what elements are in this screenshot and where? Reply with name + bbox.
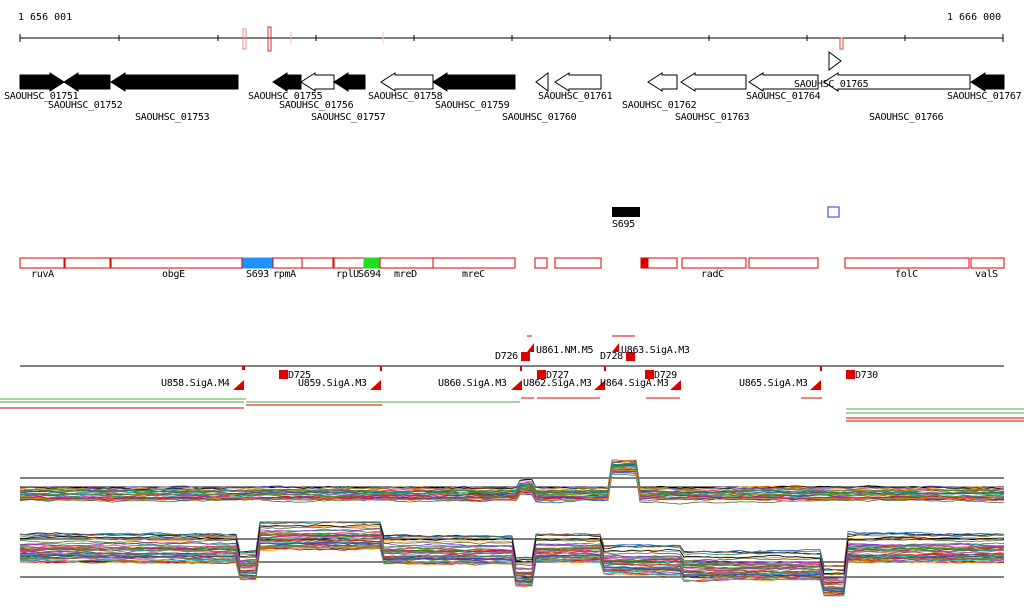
expression-trace (20, 528, 1004, 580)
gene-arrow-SAOUHSC_01762[interactable] (647, 72, 678, 92)
feature-blue-box[interactable] (827, 206, 840, 218)
regulatory-label[interactable]: D728 (600, 351, 623, 362)
annotation-label[interactable]: mreC (462, 269, 485, 280)
feature-S694-box[interactable] (363, 257, 380, 269)
expression-trace (19, 534, 1005, 584)
expression-trace (19, 463, 1005, 495)
gene-label[interactable]: SAOUHSC_01764 (746, 91, 821, 102)
expression-trace (19, 466, 1005, 498)
expression-trace (19, 541, 1005, 592)
gene-label[interactable]: SAOUHSC_01766 (869, 112, 944, 123)
gene-arrow-SAOUHSC_01756[interactable] (300, 72, 335, 92)
gene-label[interactable]: SAOUHSC_01763 (675, 112, 750, 123)
annotation-label[interactable]: valS (975, 269, 998, 280)
regulatory-track (20, 335, 1004, 399)
gene-label[interactable]: SAOUHSC_01767 (947, 91, 1022, 102)
expression-trace (19, 532, 1005, 582)
regulatory-label[interactable]: U858.SigA.M4 (161, 378, 230, 389)
regulatory-label[interactable]: U860.SigA.M3 (438, 378, 507, 389)
gene-arrow-SAOUHSC_01758[interactable] (380, 72, 434, 92)
feature-S695-box[interactable] (612, 207, 640, 217)
gene-arrow-SAOUHSC_01755[interactable] (272, 72, 302, 92)
regulatory-label[interactable]: D725 (288, 370, 311, 381)
expression-trace (19, 459, 1005, 491)
expression-trace (19, 469, 1005, 500)
coordinate-axis (19, 26, 1004, 52)
annotation-label[interactable]: folC (895, 269, 918, 280)
gene-label[interactable]: SAOUHSC_01762 (622, 100, 697, 111)
gene-arrow-SAOUHSC_01753[interactable] (110, 72, 239, 92)
gene-arrow-SAOUHSC_01759[interactable] (432, 72, 516, 92)
gene-track (19, 51, 1005, 92)
gene-arrow-SAOUHSC_01763[interactable] (680, 72, 747, 92)
regulatory-label[interactable]: U864.SigA.M3 (600, 378, 669, 389)
annotation-label[interactable]: radC (701, 269, 724, 280)
gene-arrow-SAOUHSC_01764[interactable] (748, 72, 819, 92)
regulatory-label[interactable]: D726 (495, 351, 518, 362)
regulatory-label[interactable]: U862.SigA.M3 (523, 378, 592, 389)
annotation-label[interactable]: S693 (246, 269, 269, 280)
gene-label[interactable]: SAOUHSC_01759 (435, 100, 510, 111)
gene-label[interactable]: SAOUHSC_01752 (48, 100, 123, 111)
gene-arrow-SAOUHSC_01761[interactable] (554, 72, 602, 92)
regulatory-label[interactable]: D729 (654, 370, 677, 381)
regulatory-label[interactable]: U865.SigA.M3 (739, 378, 808, 389)
annotation-label[interactable]: rplU (336, 269, 359, 280)
annotation-box-track (19, 257, 1005, 269)
regulatory-label[interactable]: U859.SigA.M3 (298, 378, 367, 389)
feature-S693-box[interactable] (242, 257, 274, 269)
gene-arrow-SAOUHSC_01767[interactable] (970, 72, 1005, 92)
expression-trace (19, 469, 1005, 502)
expression-trace (19, 526, 1005, 576)
gene-label[interactable]: SAOUHSC_01761 (538, 91, 613, 102)
coverage-lines (0, 398, 1024, 422)
expression-trace (19, 521, 1005, 568)
gene-arrow-SAOUHSC_01752[interactable] (63, 72, 111, 92)
annotation-label[interactable]: ruvA (31, 269, 54, 280)
expression-trace (19, 541, 1005, 590)
feature-S695-label[interactable]: S695 (612, 219, 635, 230)
regulatory-label[interactable]: D730 (855, 370, 878, 381)
annotation-label[interactable]: mreD (394, 269, 417, 280)
expression-trace (19, 464, 1005, 498)
annotation-label[interactable]: obgE (162, 269, 185, 280)
expression-trace (19, 524, 1005, 575)
gene-arrow-SAOUHSC_01760[interactable] (535, 72, 549, 92)
axis-end-label: 1 666 000 (947, 12, 1002, 23)
gene-label[interactable]: SAOUHSC_01751 (4, 91, 79, 102)
regulatory-label[interactable]: U861.NM.M5 (536, 345, 594, 356)
gene-label[interactable]: SAOUHSC_01758 (368, 91, 443, 102)
expression-trace (19, 459, 1005, 492)
gene-label[interactable]: SAOUHSC_01760 (502, 112, 577, 123)
gene-label[interactable]: SAOUHSC_01765 (794, 79, 869, 90)
expression-trace (19, 521, 1005, 572)
expression-profile-track (19, 459, 1005, 597)
gene-arrow-SAOUHSC_01766[interactable] (823, 72, 971, 92)
regulatory-label[interactable]: U863.SigA.M3 (621, 345, 690, 356)
regulatory-label[interactable]: D727 (546, 370, 569, 381)
gene-label[interactable]: SAOUHSC_01756 (279, 100, 354, 111)
axis-start-label: 1 656 001 (18, 12, 73, 23)
expression-trace (19, 535, 1005, 586)
gene-arrow-SAOUHSC_01751[interactable] (19, 72, 65, 92)
gene-label[interactable]: SAOUHSC_01757 (311, 112, 386, 123)
gene-arrow-SAOUHSC_01757[interactable] (333, 72, 366, 92)
annotation-label[interactable]: S694 (358, 269, 381, 280)
expression-trace (19, 460, 1005, 490)
gene-arrow-SAOUHSC_01765[interactable] (828, 51, 842, 71)
gene-label[interactable]: SAOUHSC_01753 (135, 112, 210, 123)
annotation-label[interactable]: rpmA (273, 269, 296, 280)
gene-label[interactable]: SAOUHSC_01755 (248, 91, 323, 102)
